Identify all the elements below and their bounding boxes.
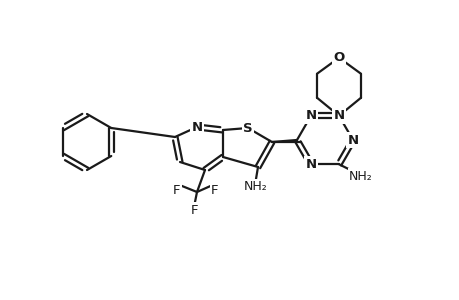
Text: F: F (211, 184, 218, 196)
Text: N: N (347, 134, 358, 146)
Text: F: F (191, 203, 198, 217)
Text: NH₂: NH₂ (348, 170, 372, 183)
Text: NH₂: NH₂ (244, 181, 267, 194)
Text: S: S (243, 122, 252, 134)
Text: N: N (333, 109, 344, 122)
Text: F: F (173, 184, 180, 196)
Text: N: N (305, 109, 316, 122)
Text: N: N (191, 121, 202, 134)
Text: O: O (333, 51, 344, 64)
Text: N: N (305, 158, 316, 171)
